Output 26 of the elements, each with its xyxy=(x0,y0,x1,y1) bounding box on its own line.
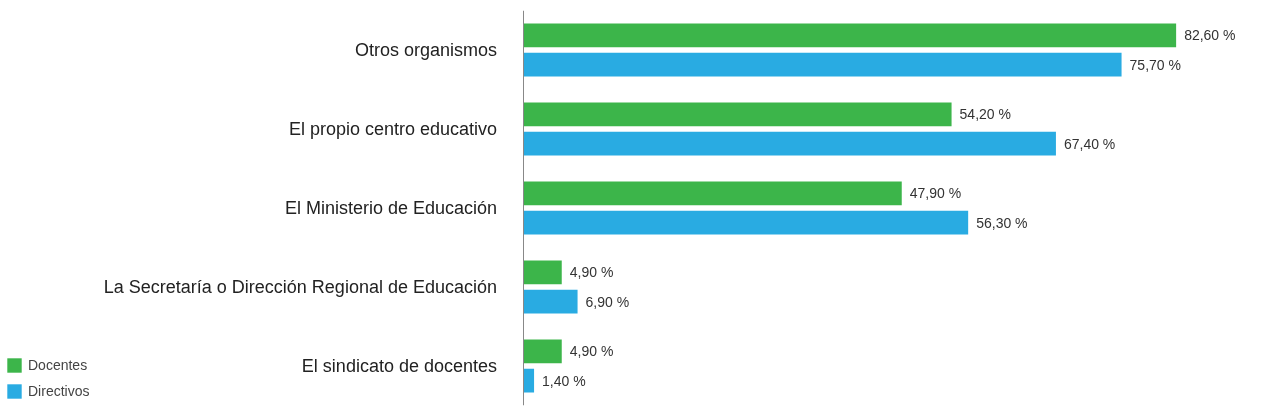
data-label: 47,90 % xyxy=(909,185,962,202)
data-label: 56,30 % xyxy=(976,214,1028,231)
y-tick-label: El Ministerio de Educación xyxy=(284,198,497,218)
y-tick-label: El propio centro educativo xyxy=(288,119,497,139)
data-label: 4,90 % xyxy=(569,343,614,360)
bar xyxy=(523,102,952,127)
data-label: 54,20 % xyxy=(959,106,1011,123)
data-label: 67,40 % xyxy=(1063,135,1116,152)
legend-label: Directivos xyxy=(28,383,90,399)
bar xyxy=(523,260,562,285)
bar xyxy=(523,289,578,314)
y-tick-label: Otros organismos xyxy=(354,40,498,60)
bar xyxy=(523,181,902,206)
y-tick-label: El sindicato de docentes xyxy=(301,356,498,376)
legend-label: Docentes xyxy=(28,357,88,373)
bar xyxy=(523,131,1056,156)
data-label: 82,60 % xyxy=(1184,27,1236,44)
bar xyxy=(523,339,562,364)
data-label: 1,40 % xyxy=(542,372,586,389)
data-label: 6,90 % xyxy=(585,293,630,310)
data-label: 75,70 % xyxy=(1129,56,1181,73)
data-label: 4,90 % xyxy=(569,264,614,281)
y-tick-label: La Secretaría o Dirección Regional de Educación xyxy=(103,277,497,297)
bar xyxy=(523,210,969,235)
bar xyxy=(523,52,1122,77)
bar xyxy=(523,23,1177,48)
